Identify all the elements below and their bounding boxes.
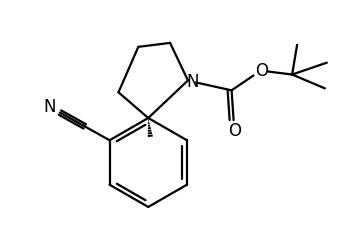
Text: N: N (187, 73, 199, 91)
Text: O: O (255, 62, 268, 80)
Text: O: O (228, 122, 241, 140)
Text: N: N (44, 98, 56, 116)
